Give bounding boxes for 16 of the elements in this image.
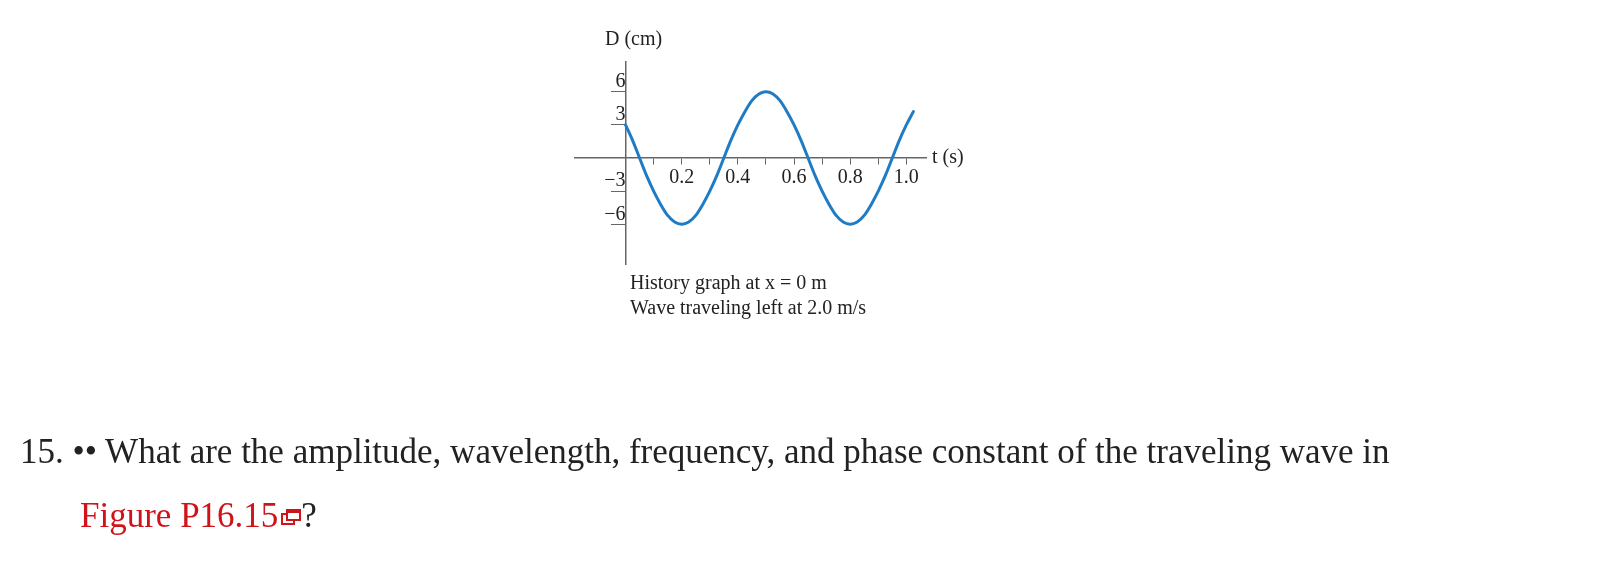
x-tick-label: 0.6 (781, 165, 807, 188)
text: History graph at x = 0 m (630, 270, 828, 295)
text: ? (301, 496, 317, 535)
x-tick-label: 0.4 (725, 165, 751, 188)
y-axis-title: D (cm) (604, 27, 663, 51)
x-axis-title: t (s) (932, 145, 964, 169)
x-tick-label: 0.8 (837, 165, 863, 188)
y-tick-label: 6 (615, 69, 626, 92)
caption: Figure P16.15 (80, 496, 279, 535)
y-tick-label: −6 (604, 201, 626, 224)
text: 15. •• What are the amplitude, wavelength, frequency, and phase constant of the traveling wave in (20, 432, 1390, 471)
x-tick-label: 0.2 (669, 165, 695, 188)
x-tick-label: 1.0 (893, 165, 919, 188)
y-tick-label: 3 (615, 102, 626, 125)
text: Wave traveling left at 2.0 m/s (630, 295, 867, 320)
y-tick-label: −3 (604, 168, 626, 191)
